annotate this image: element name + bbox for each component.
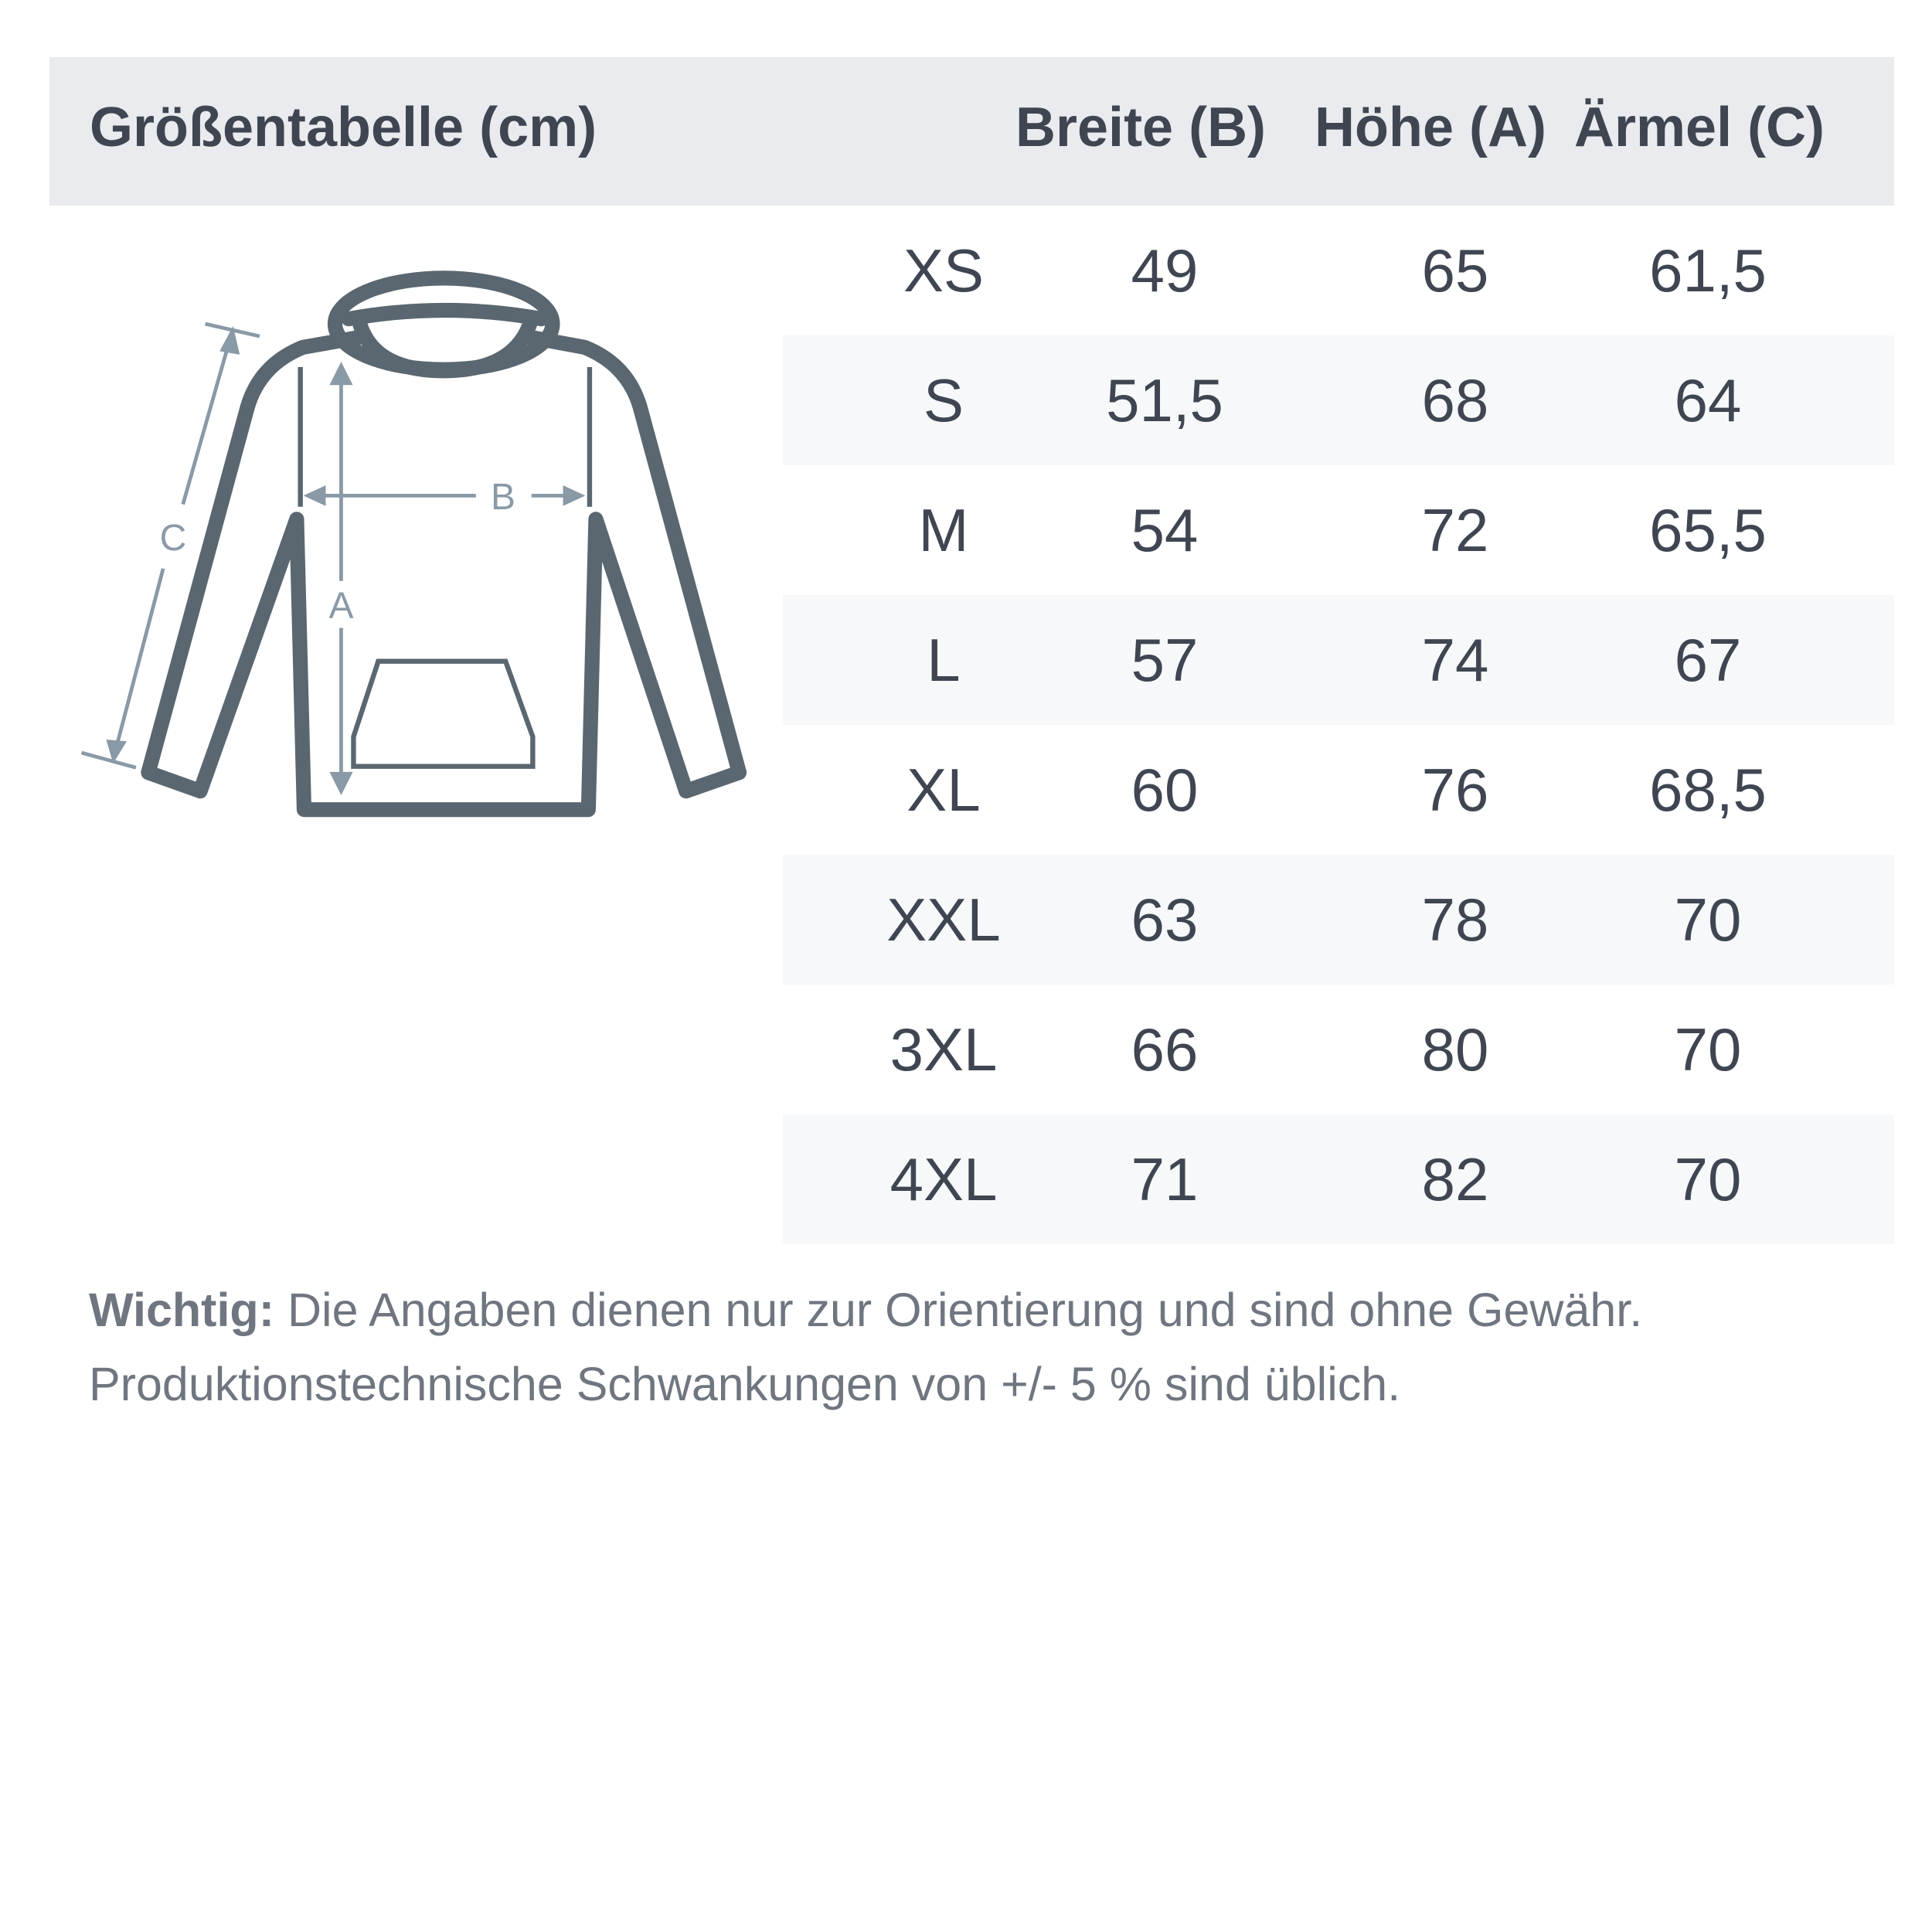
note-line-1: Wichtig: Die Angaben dienen nur zur Orie…: [89, 1283, 1642, 1337]
cell-aermel: 70: [1674, 1015, 1742, 1083]
cell-aermel: 65,5: [1649, 496, 1767, 564]
cell-aermel: 70: [1674, 886, 1742, 954]
table-row: XL 60 76 68,5: [783, 725, 1894, 855]
table-row: XXL 63 78 70: [783, 855, 1894, 985]
measure-arrows: [80, 321, 586, 796]
cell-breite: 63: [1131, 886, 1199, 954]
cell-hoehe: 82: [1421, 1145, 1489, 1213]
table-row: L 57 74 67: [783, 595, 1894, 725]
column-header-hoehe: Höhe (A): [1315, 97, 1546, 158]
cell-breite: 54: [1131, 496, 1199, 564]
table-header: Größentabelle (cm) Breite (B) Höhe (A) Ä…: [49, 57, 1894, 206]
cell-size: XS: [903, 236, 985, 304]
cell-size: XL: [906, 756, 981, 824]
cell-aermel: 61,5: [1649, 236, 1767, 304]
cell-breite: 57: [1131, 626, 1199, 694]
cell-breite: 49: [1131, 236, 1199, 304]
cell-size: 4XL: [889, 1145, 998, 1213]
label-c: C: [160, 518, 187, 559]
cell-aermel: 70: [1674, 1145, 1742, 1213]
cell-size: S: [923, 366, 964, 434]
cell-aermel: 64: [1674, 366, 1742, 434]
label-a: A: [328, 586, 353, 627]
cell-size: 3XL: [889, 1015, 998, 1083]
cell-hoehe: 80: [1421, 1015, 1489, 1083]
hoodie-outline: [141, 270, 747, 818]
cell-hoehe: 78: [1421, 886, 1489, 954]
table-row: XS 49 65 61,5: [783, 206, 1894, 335]
note-text-1: Die Angaben dienen nur zur Orientierung …: [274, 1284, 1643, 1336]
page-title: Größentabelle (cm): [90, 97, 597, 158]
cell-hoehe: 74: [1421, 626, 1489, 694]
table-row: 4XL 71 82 70: [783, 1114, 1894, 1244]
cell-hoehe: 65: [1421, 236, 1489, 304]
column-header-breite: Breite (B): [1015, 97, 1267, 158]
table-row: M 54 72 65,5: [783, 465, 1894, 595]
hoodie-seams: [298, 367, 593, 769]
note-label: Wichtig:: [89, 1284, 275, 1336]
table-row: 3XL 66 80 70: [783, 985, 1894, 1114]
cell-size: L: [927, 626, 961, 694]
label-b: B: [491, 477, 515, 518]
cell-size: M: [918, 496, 969, 564]
cell-breite: 51,5: [1106, 366, 1223, 434]
cell-hoehe: 76: [1421, 756, 1489, 824]
pocket: [351, 658, 536, 769]
cell-breite: 66: [1131, 1015, 1199, 1083]
column-header-aermel: Ärmel (C): [1574, 97, 1825, 158]
cell-breite: 71: [1131, 1145, 1199, 1213]
cell-aermel: 67: [1674, 626, 1742, 694]
cell-size: XXL: [886, 886, 1001, 954]
cell-hoehe: 72: [1421, 496, 1489, 564]
table-row: S 51,5 68 64: [783, 335, 1894, 465]
note-line-2: Produktionstechnische Schwankungen von +…: [89, 1358, 1401, 1410]
cell-hoehe: 68: [1421, 366, 1489, 434]
cell-breite: 60: [1131, 756, 1199, 824]
cell-aermel: 68,5: [1649, 756, 1767, 824]
